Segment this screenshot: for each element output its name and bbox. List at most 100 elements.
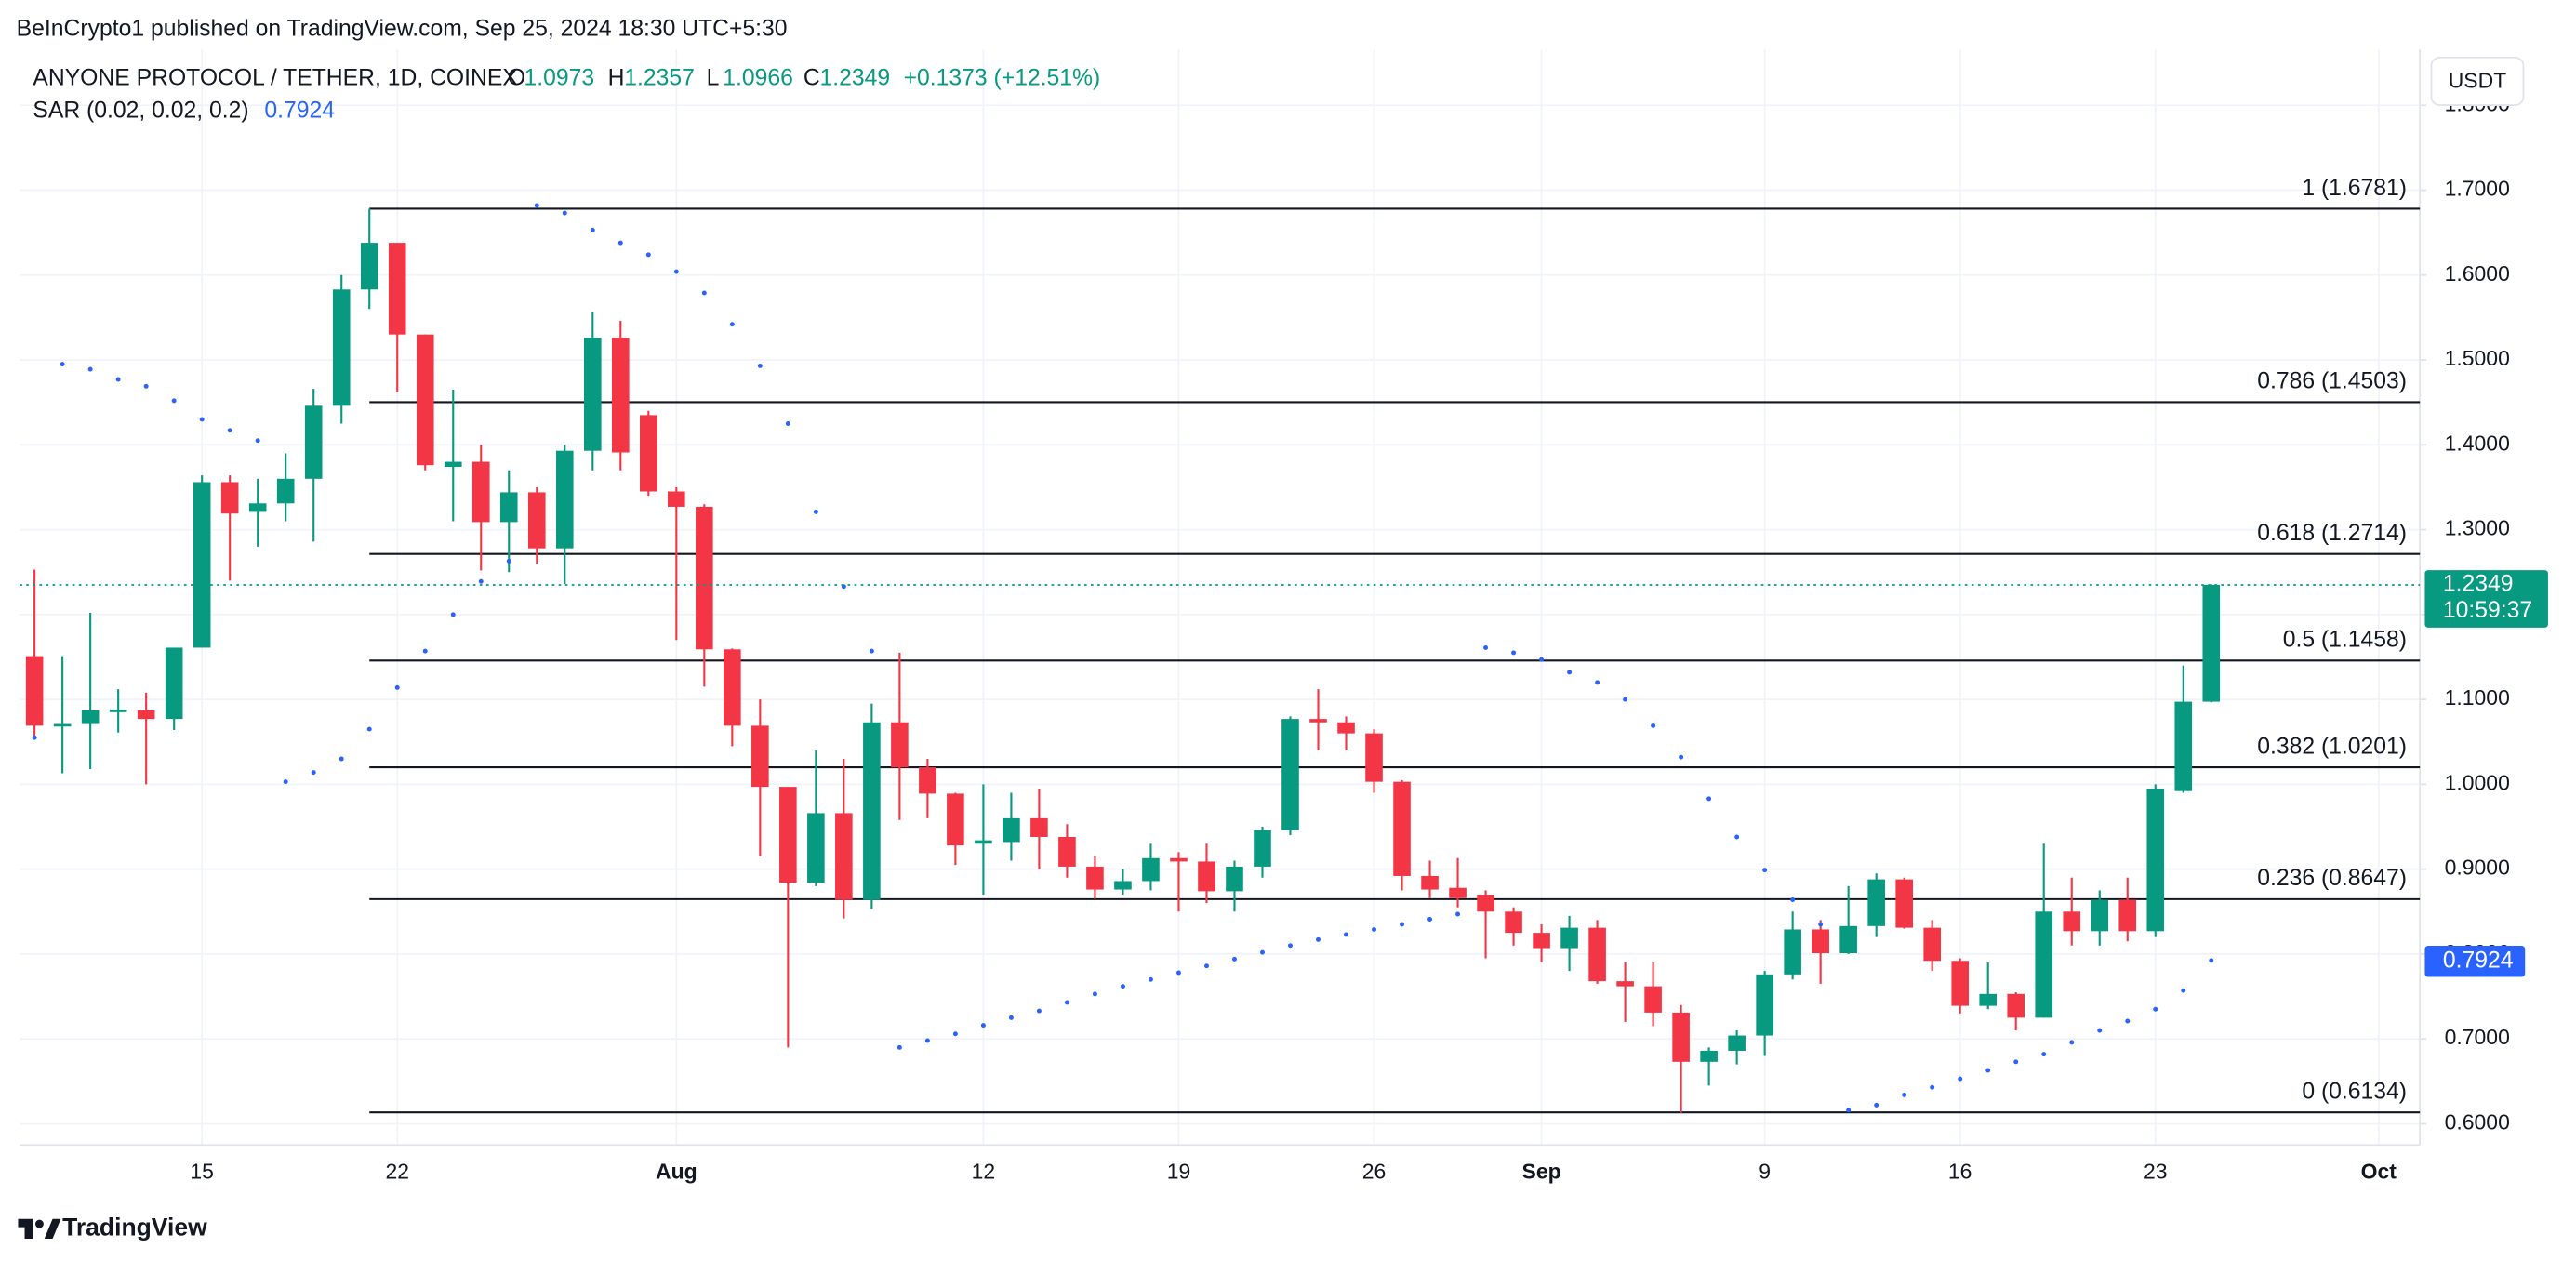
- candle-body: [471, 461, 490, 523]
- candle-body: [165, 647, 183, 720]
- candle-body: [1198, 861, 1215, 892]
- y-tick-label: 1.6000: [2445, 261, 2510, 285]
- candle-body: [2202, 584, 2221, 702]
- brand-logo: [18, 1218, 61, 1239]
- candle-body: [1533, 933, 1550, 949]
- sar-dot: [534, 203, 539, 208]
- candle-body: [193, 482, 211, 648]
- x-tick-label: Sep: [1522, 1159, 1561, 1183]
- candle-body: [2174, 701, 2193, 791]
- candle-body: [1393, 781, 1411, 876]
- sar-dot: [1344, 932, 1348, 937]
- y-tick-label: 1.1000: [2445, 685, 2510, 710]
- price-badge-value: 1.2349: [2443, 572, 2514, 597]
- sar-dot: [311, 770, 316, 776]
- candle-body: [555, 450, 574, 549]
- sar-dot: [1260, 949, 1265, 955]
- sar-dot: [2041, 1052, 2047, 1057]
- x-tick-label: 26: [1362, 1159, 1387, 1183]
- y-tick-label: 1.0000: [2445, 770, 2510, 794]
- sar-badge: [2424, 945, 2526, 977]
- sar-dot: [60, 362, 65, 367]
- candle-body: [1449, 887, 1467, 898]
- sar-dot: [450, 612, 456, 617]
- sar-dot: [339, 756, 344, 762]
- sar-dot: [757, 363, 763, 368]
- sar-dot: [1902, 1092, 1907, 1097]
- candle-body: [975, 840, 992, 844]
- candle-body: [1309, 719, 1327, 723]
- sar-dot: [1734, 834, 1740, 840]
- sar-dot: [1204, 963, 1209, 969]
- candle-body: [109, 710, 127, 712]
- sar-dot: [506, 558, 511, 564]
- sar-dot: [1120, 984, 1125, 989]
- sar-dot: [1427, 917, 1433, 922]
- sar-dot: [1511, 650, 1517, 656]
- candle-body: [1812, 929, 1829, 954]
- candle-body: [1756, 974, 1773, 1036]
- sar-dot: [785, 421, 790, 426]
- high-value: 1.2357: [624, 65, 695, 90]
- sar-dot: [1679, 754, 1684, 760]
- candle-body: [696, 506, 713, 650]
- candle-body: [388, 243, 406, 335]
- x-tick-label: 16: [1948, 1159, 1972, 1183]
- sar-dot: [366, 726, 372, 732]
- candle-body: [1281, 719, 1299, 830]
- candle-body: [835, 813, 853, 900]
- candle-body: [2035, 911, 2053, 1018]
- candle-body: [1895, 879, 1913, 928]
- candle-body: [2007, 993, 2025, 1018]
- candle-body: [276, 478, 295, 504]
- candle-body: [1672, 1012, 1690, 1062]
- sar-dot: [896, 1044, 902, 1050]
- sar-dot: [1483, 644, 1489, 650]
- x-tick-label: 12: [972, 1159, 996, 1183]
- sar-dot: [1064, 1000, 1069, 1005]
- candle-body: [1505, 911, 1522, 934]
- currency-label[interactable]: USDT: [2449, 68, 2506, 92]
- y-tick-label: 0.7000: [2445, 1025, 2510, 1049]
- candle-body: [332, 289, 351, 406]
- sar-dot: [478, 578, 484, 584]
- candle-body: [1923, 927, 1941, 962]
- candle-body: [444, 461, 462, 468]
- sar-dot: [1623, 697, 1628, 702]
- y-tick-label: 1.4000: [2445, 431, 2510, 455]
- candle-body: [611, 338, 630, 453]
- candle-body: [807, 813, 825, 883]
- candle-body: [360, 243, 378, 290]
- candle-body: [919, 767, 936, 794]
- sar-dot: [2097, 1028, 2103, 1033]
- low-value: 1.0966: [723, 65, 793, 90]
- candle-body: [2146, 788, 2165, 932]
- sar-dot: [645, 252, 651, 258]
- candle-body: [2091, 899, 2109, 932]
- candle-body: [137, 710, 155, 720]
- candle-body: [220, 482, 239, 514]
- sar-dot: [1316, 936, 1321, 942]
- candle-body: [863, 722, 881, 900]
- candle-body: [1030, 817, 1048, 837]
- candle-body: [1142, 857, 1160, 882]
- candle-body: [527, 492, 546, 549]
- fib-level-label: 0 (0.6134): [2302, 1080, 2407, 1105]
- sar-dot: [562, 210, 567, 216]
- candle-body: [2063, 911, 2081, 932]
- candle-body: [25, 656, 44, 726]
- candle-body: [1784, 929, 1801, 975]
- sar-dot: [2181, 988, 2186, 993]
- sar-dot: [1372, 926, 1376, 932]
- ohlc-label: L: [707, 65, 720, 90]
- sar-dot: [255, 438, 260, 444]
- sar-dot: [1818, 922, 1824, 927]
- sar-dot: [199, 417, 205, 422]
- price-badge: [2424, 570, 2548, 628]
- sar-dot: [2125, 1018, 2131, 1024]
- candle-body: [724, 649, 741, 726]
- fib-level-label: 1 (1.6781): [2302, 176, 2407, 201]
- currency-button[interactable]: [2430, 56, 2525, 106]
- candle-body: [416, 334, 434, 466]
